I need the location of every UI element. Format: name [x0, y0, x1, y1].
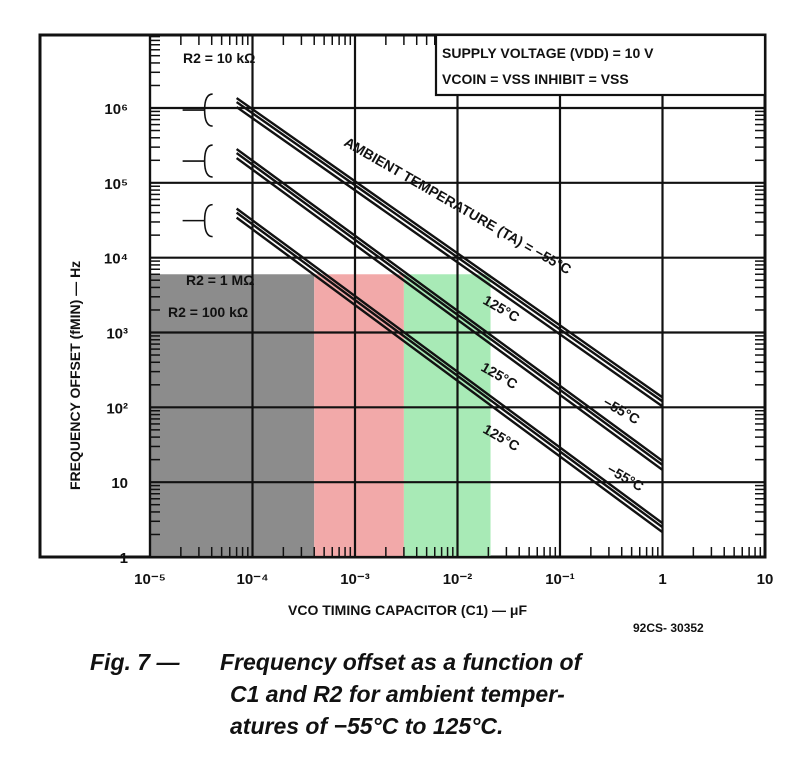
x-tick-label: 10⁻⁴	[236, 571, 268, 588]
shaded-band-1	[150, 274, 315, 557]
series-line	[235, 216, 664, 534]
y-tick-label: 10⁶	[104, 101, 128, 118]
series-line	[235, 106, 664, 408]
series-3	[182, 203, 664, 534]
y-axis-label: FREQUENCY OFFSET (fMIN) — Hz	[67, 261, 83, 490]
series-line	[235, 97, 664, 399]
conditions-line-1: SUPPLY VOLTAGE (VDD) = 10 V	[442, 45, 654, 61]
series-name-label: R2 = 1 MΩ	[186, 272, 254, 288]
frequency-offset-chart: 10⁻⁵ 10⁻⁴ 10⁻³ 10⁻² 10⁻¹ 1 10 1 10 10² 10³ 10⁴ 10⁵ 10…	[38, 33, 774, 635]
y-tick-label: 10⁴	[104, 251, 128, 268]
x-axis-label: VCO TIMING CAPACITOR (C1) — μF	[288, 602, 527, 618]
series-line	[235, 157, 664, 471]
caption-line-2: C1 and R2 for ambient temper-	[230, 681, 565, 707]
caption-label: Fig. 7 —	[90, 649, 180, 675]
shaded-band-2	[314, 274, 404, 557]
y-tick-label: 10²	[106, 400, 128, 417]
series-line	[235, 152, 664, 466]
x-tick-label: 10⁻³	[340, 571, 370, 588]
y-tick-label: 1	[120, 550, 128, 567]
x-tick-label: 10⁻²	[443, 571, 473, 588]
caption-line-3: atures of −55°C to 125°C.	[230, 713, 504, 739]
series-name-label: R2 = 100 kΩ	[168, 304, 248, 320]
series-1	[182, 93, 664, 408]
series-line	[235, 148, 664, 462]
x-tick-label: 10⁻¹	[545, 571, 575, 588]
conditions-box	[434, 33, 767, 97]
series-line	[235, 101, 664, 403]
y-tick-label: 10⁵	[104, 176, 128, 193]
conditions-line-2: VCOIN = VSS INHIBIT = VSS	[442, 71, 629, 87]
figure-code: 92CS- 30352	[633, 621, 704, 635]
y-tick-label: 10³	[106, 326, 128, 343]
x-tick-label: 1	[658, 571, 666, 588]
series-2	[182, 144, 664, 471]
caption-line-1: Frequency offset as a function of	[220, 649, 582, 675]
series-name-label: R2 = 10 kΩ	[183, 50, 255, 66]
series-bracket	[182, 203, 213, 238]
series-line	[235, 211, 664, 529]
shaded-band-3	[403, 274, 491, 557]
x-tick-label: 10	[757, 571, 774, 588]
figure-caption: Fig. 7 — Frequency offset as a function o…	[90, 646, 770, 742]
series-line	[235, 207, 664, 525]
y-tick-label: 10	[111, 475, 128, 492]
series-bracket	[182, 93, 213, 127]
x-tick-label: 10⁻⁵	[134, 571, 166, 588]
series-bracket	[182, 144, 213, 178]
